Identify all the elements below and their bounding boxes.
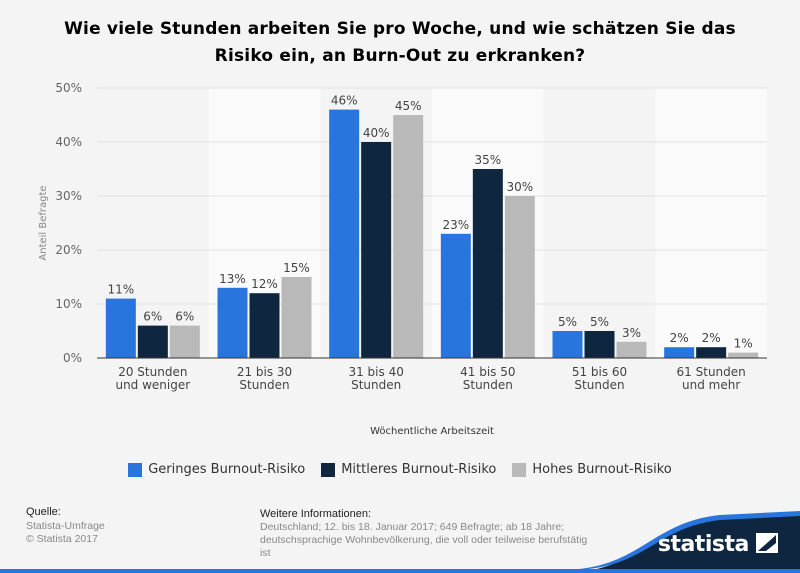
data-label: 6% bbox=[143, 310, 162, 324]
x-tick-label: 20 Stunden bbox=[118, 365, 187, 379]
bar bbox=[616, 341, 647, 358]
footer: Quelle: Statista-Umfrage © Statista 2017… bbox=[0, 500, 800, 573]
legend-swatch bbox=[128, 462, 143, 477]
x-tick-label: Stunden bbox=[351, 378, 401, 392]
x-axis-label: Wöchentliche Arbeitszeit bbox=[370, 426, 494, 437]
data-label: 23% bbox=[442, 218, 469, 232]
bar bbox=[504, 196, 535, 358]
bar bbox=[728, 352, 759, 358]
data-label: 15% bbox=[283, 261, 310, 275]
x-tick-label: Stunden bbox=[463, 378, 513, 392]
bar bbox=[440, 233, 471, 358]
y-tick-label: 0% bbox=[63, 351, 82, 365]
data-label: 3% bbox=[622, 326, 641, 340]
legend-item[interactable]: Hohes Burnout-Risiko bbox=[512, 462, 672, 477]
x-tick-label: Stunden bbox=[574, 378, 624, 392]
copyright: © Statista 2017 bbox=[26, 533, 98, 545]
y-tick-label: 30% bbox=[55, 189, 82, 203]
bar bbox=[249, 293, 280, 358]
legend-label: Geringes Burnout-Risiko bbox=[148, 462, 306, 477]
legend-label: Mittleres Burnout-Risiko bbox=[341, 462, 497, 477]
bar bbox=[217, 287, 248, 358]
legend-label: Hohes Burnout-Risiko bbox=[532, 462, 672, 477]
bar bbox=[664, 347, 695, 358]
x-tick-label: 51 bis 60 bbox=[572, 365, 627, 379]
data-label: 45% bbox=[395, 99, 422, 113]
y-axis-label: Anteil Befragte bbox=[38, 185, 49, 260]
data-label: 2% bbox=[670, 331, 689, 345]
legend-item[interactable]: Mittleres Burnout-Risiko bbox=[321, 462, 496, 477]
data-label: 11% bbox=[107, 283, 134, 297]
bar bbox=[169, 325, 200, 358]
footer-background bbox=[0, 511, 800, 573]
data-label: 13% bbox=[219, 272, 246, 286]
legend-swatch bbox=[321, 462, 336, 477]
bar bbox=[281, 277, 312, 358]
legend-swatch bbox=[512, 462, 527, 477]
bar bbox=[137, 325, 168, 358]
bar bbox=[552, 331, 583, 358]
logo-text: statista bbox=[657, 532, 749, 557]
chart-title: Wie viele Stunden arbeiten Sie pro Woche… bbox=[64, 19, 736, 66]
data-label: 6% bbox=[175, 310, 194, 324]
bar bbox=[361, 142, 392, 358]
bar bbox=[584, 331, 615, 358]
x-tick-label: 41 bis 50 bbox=[460, 365, 515, 379]
x-tick-label: und mehr bbox=[682, 378, 740, 392]
statista-logo[interactable]: statista bbox=[658, 532, 778, 557]
legend: Geringes Burnout-Risiko Mittleres Burnout… bbox=[0, 462, 800, 477]
y-tick-label: 50% bbox=[55, 81, 82, 95]
x-tick-label: 21 bis 30 bbox=[237, 365, 292, 379]
data-label: 5% bbox=[558, 315, 577, 329]
bar bbox=[393, 115, 424, 358]
source-text: Statista-Umfrage © Statista 2017 bbox=[26, 520, 105, 546]
legend-item[interactable]: Geringes Burnout-Risiko bbox=[128, 462, 305, 477]
category-band bbox=[655, 88, 767, 358]
data-label: 30% bbox=[506, 180, 533, 194]
info-text: Deutschland; 12. bis 18. Januar 2017; 64… bbox=[260, 521, 588, 559]
data-label: 40% bbox=[363, 126, 390, 140]
y-tick-label: 10% bbox=[55, 297, 82, 311]
x-tick-label: 31 bis 40 bbox=[348, 365, 403, 379]
statista-logo-icon bbox=[756, 533, 778, 553]
x-tick-label: Stunden bbox=[239, 378, 289, 392]
source: Statista-Umfrage bbox=[26, 520, 105, 532]
data-label: 2% bbox=[702, 331, 721, 345]
bar bbox=[329, 109, 360, 358]
y-tick-label: 20% bbox=[55, 243, 82, 257]
data-label: 35% bbox=[474, 153, 501, 167]
data-label: 1% bbox=[734, 337, 753, 351]
bar-chart: 0% 10% 20% 30% 40% 50% Anteil Befragte 11% 6% 6% 2… bbox=[38, 81, 767, 437]
x-tick-label: 61 Stunden bbox=[677, 365, 746, 379]
bar bbox=[105, 298, 136, 358]
bar bbox=[696, 347, 727, 358]
source-heading: Quelle: bbox=[26, 506, 61, 518]
x-tick-label: und weniger bbox=[115, 378, 190, 392]
info-heading: Weitere Informationen: bbox=[260, 508, 372, 520]
y-tick-label: 40% bbox=[55, 135, 82, 149]
data-label: 5% bbox=[590, 315, 609, 329]
data-label: 12% bbox=[251, 277, 278, 291]
bar bbox=[472, 169, 503, 358]
data-label: 46% bbox=[331, 94, 358, 108]
